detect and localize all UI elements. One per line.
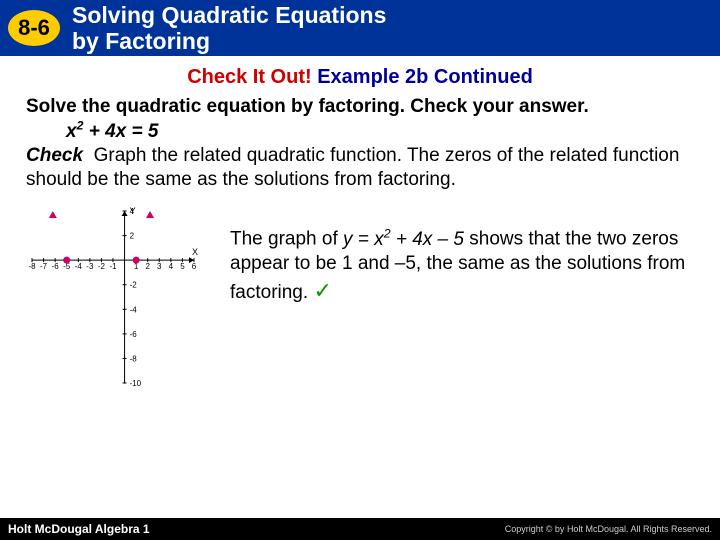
svg-text:-3: -3 <box>86 262 94 271</box>
svg-text:-8: -8 <box>130 355 138 364</box>
footer-right: Copyright © by Holt McDougal. All Rights… <box>505 524 712 534</box>
content-block: Solve the quadratic equation by factorin… <box>0 89 720 191</box>
header-bar: 8-6 Solving Quadratic Equations by Facto… <box>0 0 720 56</box>
svg-text:2: 2 <box>130 232 135 241</box>
subhead-red: Check It Out! <box>187 66 311 88</box>
svg-text:6: 6 <box>192 262 197 271</box>
lesson-badge: 8-6 <box>6 8 62 48</box>
check-paragraph: Check Graph the related quadratic functi… <box>26 144 694 192</box>
subheading: Check It Out! Example 2b Continued <box>0 66 720 89</box>
svg-text:-10: -10 <box>130 379 142 388</box>
title-line2: by Factoring <box>72 28 210 54</box>
svg-text:Y: Y <box>130 206 136 216</box>
checkmark-icon: ✓ <box>313 278 331 303</box>
lesson-number: 8-6 <box>18 15 50 41</box>
subhead-blue: Example 2b Continued <box>317 66 533 88</box>
prompt-text: Solve the quadratic equation by factorin… <box>26 95 694 119</box>
lesson-title: Solving Quadratic Equations by Factoring <box>72 2 386 55</box>
svg-text:4: 4 <box>169 262 174 271</box>
title-line1: Solving Quadratic Equations <box>72 2 386 28</box>
svg-text:-6: -6 <box>52 262 60 271</box>
svg-text:-7: -7 <box>40 262 48 271</box>
svg-text:5: 5 <box>180 262 185 271</box>
lower-row: -8-7-6-5-4-3-2-1123456-10-8-6-4-224XY Th… <box>0 197 720 397</box>
parabola-graph: -8-7-6-5-4-3-2-1123456-10-8-6-4-224XY <box>18 197 208 397</box>
svg-text:-1: -1 <box>109 262 117 271</box>
check-text: Graph the related quadratic function. Th… <box>26 145 679 190</box>
svg-text:X: X <box>192 247 198 257</box>
footer-left: Holt McDougal Algebra 1 <box>8 522 150 536</box>
check-label: Check <box>26 145 83 166</box>
footer-bar: Holt McDougal Algebra 1 Copyright © by H… <box>0 518 720 540</box>
equation: x2 + 4x = 5 <box>66 119 694 144</box>
svg-text:-4: -4 <box>130 306 138 315</box>
svg-text:-4: -4 <box>75 262 83 271</box>
svg-text:-2: -2 <box>98 262 106 271</box>
svg-text:-6: -6 <box>130 330 138 339</box>
explain-eq: y = x2 + 4x – 5 <box>343 229 464 250</box>
explain-pre: The graph of <box>230 229 343 250</box>
svg-text:2: 2 <box>145 262 150 271</box>
svg-text:3: 3 <box>157 262 162 271</box>
svg-text:-8: -8 <box>28 262 36 271</box>
explanation-text: The graph of y = x2 + 4x – 5 shows that … <box>230 197 702 305</box>
graph-container: -8-7-6-5-4-3-2-1123456-10-8-6-4-224XY <box>18 197 208 397</box>
svg-text:-2: -2 <box>130 281 138 290</box>
equation-text: x2 + 4x = 5 <box>66 121 158 142</box>
